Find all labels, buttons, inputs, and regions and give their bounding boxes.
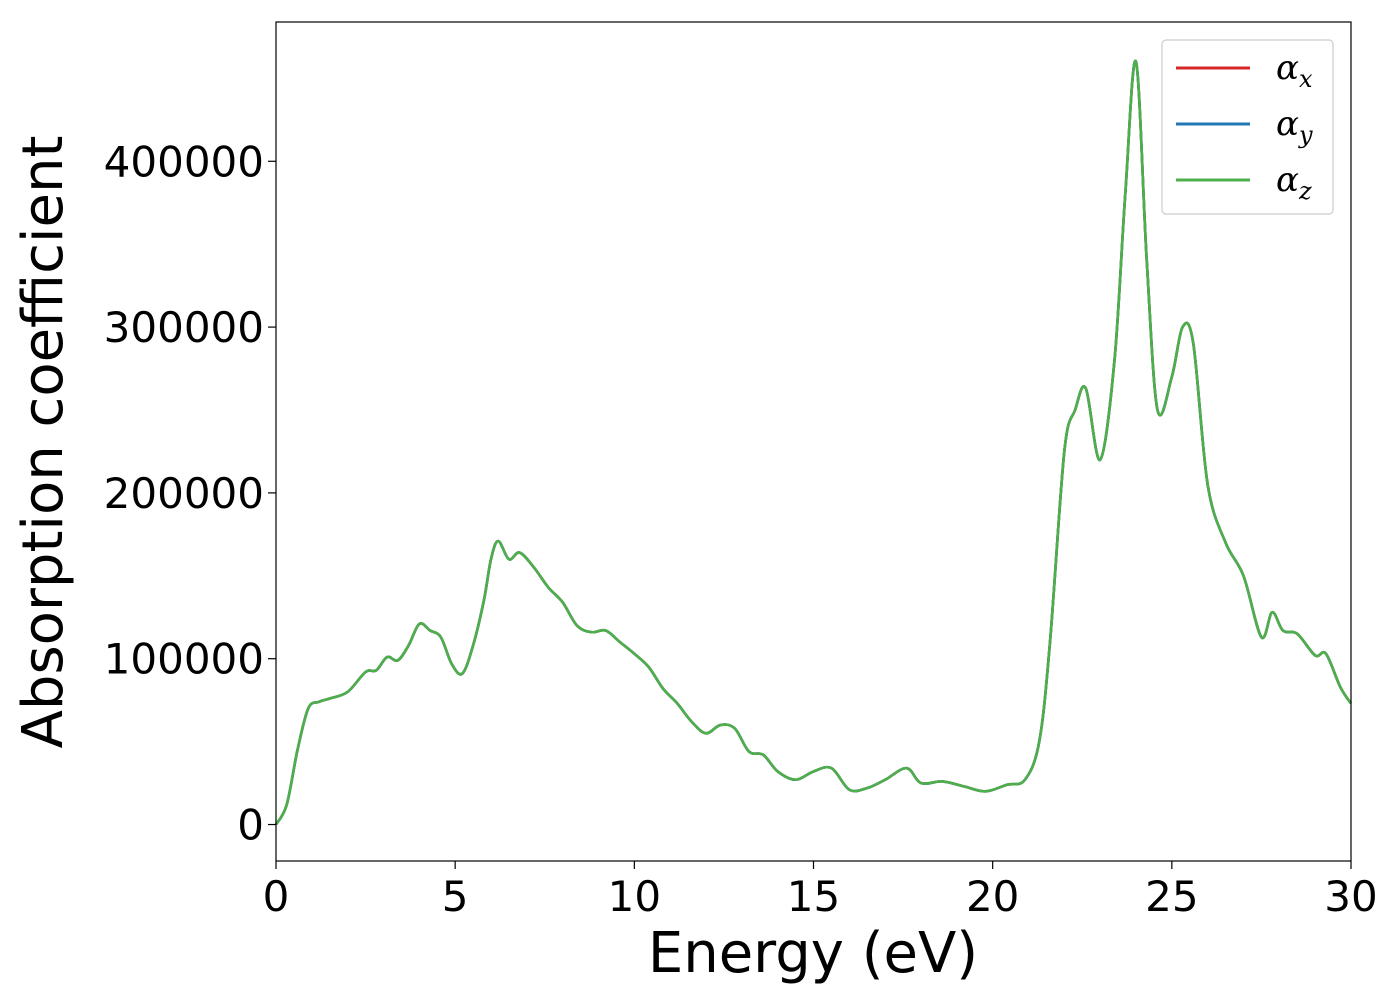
legend-label-3: αz	[1276, 160, 1312, 205]
x-tick-label: 0	[263, 872, 290, 921]
legend-box	[1161, 39, 1334, 215]
x-axis-label: Energy (eV)	[648, 921, 978, 986]
x-tick-label: 5	[442, 872, 469, 921]
x-axis-ticks: 0 5 10 15 20 25 30	[263, 861, 1378, 921]
legend-label-2: αy	[1276, 104, 1313, 149]
y-tick-label: 400000	[104, 137, 264, 186]
x-tick-label: 10	[608, 872, 661, 921]
x-tick-label: 15	[787, 872, 840, 921]
legend: αx αy αz	[1161, 39, 1334, 215]
x-tick-label: 30	[1324, 872, 1377, 921]
x-tick-label: 25	[1145, 872, 1198, 921]
y-tick-label: 0	[237, 801, 264, 850]
series-line-3	[274, 59, 1353, 826]
y-axis-ticks: 0 100000 200000 300000 400000	[104, 137, 276, 850]
plot-lines	[274, 59, 1353, 826]
y-tick-label: 300000	[104, 303, 264, 352]
y-axis-label: Absorption coefficient	[11, 136, 76, 749]
y-tick-label: 200000	[104, 469, 264, 518]
legend-label-1: αx	[1276, 48, 1313, 93]
x-tick-label: 20	[966, 872, 1019, 921]
y-tick-label: 100000	[104, 635, 264, 684]
